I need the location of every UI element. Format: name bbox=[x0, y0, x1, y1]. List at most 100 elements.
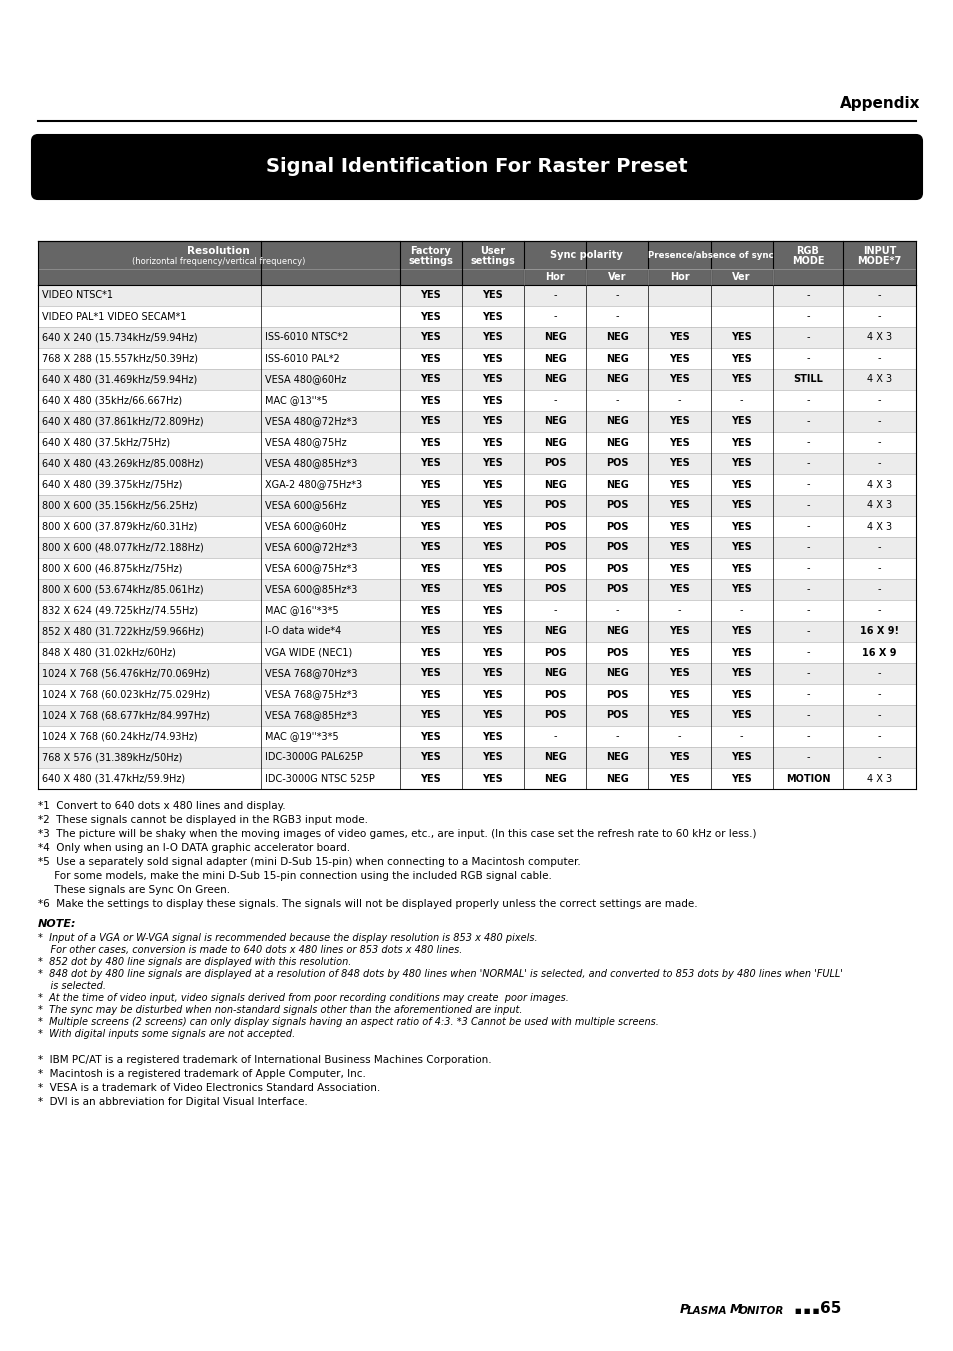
Text: NEG: NEG bbox=[605, 627, 628, 636]
Text: POS: POS bbox=[605, 647, 628, 658]
Text: -: - bbox=[677, 731, 680, 742]
Text: -: - bbox=[677, 396, 680, 405]
Text: -: - bbox=[805, 605, 809, 616]
Text: YES: YES bbox=[482, 605, 502, 616]
Text: I-O data wide*4: I-O data wide*4 bbox=[265, 627, 341, 636]
Text: POS: POS bbox=[543, 689, 566, 700]
Text: YES: YES bbox=[731, 647, 751, 658]
Text: YES: YES bbox=[420, 521, 440, 531]
Text: YES: YES bbox=[482, 396, 502, 405]
Text: -: - bbox=[805, 458, 809, 469]
Text: YES: YES bbox=[420, 500, 440, 511]
Text: POS: POS bbox=[605, 689, 628, 700]
Bar bbox=[38, 494, 915, 516]
Text: POS: POS bbox=[543, 563, 566, 574]
Text: IDC-3000G PAL625P: IDC-3000G PAL625P bbox=[265, 753, 363, 762]
Text: -: - bbox=[805, 543, 809, 553]
Text: YES: YES bbox=[420, 711, 440, 720]
Text: YES: YES bbox=[668, 521, 689, 531]
Text: XGA-2 480@75Hz*3: XGA-2 480@75Hz*3 bbox=[265, 480, 362, 489]
Text: Resolution: Resolution bbox=[187, 246, 250, 255]
Text: -: - bbox=[805, 396, 809, 405]
Text: (horizontal frequency/vertical frequency): (horizontal frequency/vertical frequency… bbox=[132, 257, 305, 266]
Text: YES: YES bbox=[668, 332, 689, 343]
Text: -: - bbox=[877, 458, 881, 469]
Bar bbox=[38, 369, 915, 390]
Text: *  IBM PC/AT is a registered trademark of International Business Machines Corpor: * IBM PC/AT is a registered trademark of… bbox=[38, 1055, 491, 1065]
Text: POS: POS bbox=[543, 711, 566, 720]
Text: NEG: NEG bbox=[543, 332, 566, 343]
Text: YES: YES bbox=[482, 585, 502, 594]
Text: NEG: NEG bbox=[605, 753, 628, 762]
Text: YES: YES bbox=[668, 774, 689, 784]
Text: 640 X 480 (37.861kHz/72.809Hz): 640 X 480 (37.861kHz/72.809Hz) bbox=[42, 416, 203, 427]
Text: 800 X 600 (46.875kHz/75Hz): 800 X 600 (46.875kHz/75Hz) bbox=[42, 563, 182, 574]
Text: YES: YES bbox=[731, 374, 751, 385]
Text: 16 X 9!: 16 X 9! bbox=[860, 627, 898, 636]
Text: YES: YES bbox=[668, 543, 689, 553]
Text: YES: YES bbox=[420, 669, 440, 678]
Text: 4 X 3: 4 X 3 bbox=[866, 500, 891, 511]
Text: NEG: NEG bbox=[605, 669, 628, 678]
Text: YES: YES bbox=[668, 458, 689, 469]
Text: YES: YES bbox=[731, 669, 751, 678]
Text: NOTE:: NOTE: bbox=[38, 919, 76, 929]
Text: These signals are Sync On Green.: These signals are Sync On Green. bbox=[38, 885, 230, 894]
Text: -: - bbox=[553, 731, 557, 742]
Text: YES: YES bbox=[420, 647, 440, 658]
Text: YES: YES bbox=[420, 543, 440, 553]
Text: -: - bbox=[740, 731, 742, 742]
Text: YES: YES bbox=[668, 500, 689, 511]
Text: YES: YES bbox=[668, 354, 689, 363]
Text: YES: YES bbox=[668, 416, 689, 427]
Text: VESA 600@75Hz*3: VESA 600@75Hz*3 bbox=[265, 563, 357, 574]
Text: 4 X 3: 4 X 3 bbox=[866, 480, 891, 489]
Text: *  VESA is a trademark of Video Electronics Standard Association.: * VESA is a trademark of Video Electroni… bbox=[38, 1084, 380, 1093]
Text: YES: YES bbox=[668, 563, 689, 574]
Text: YES: YES bbox=[420, 312, 440, 322]
Text: *2  These signals cannot be displayed in the RGB3 input mode.: *2 These signals cannot be displayed in … bbox=[38, 815, 368, 825]
Bar bbox=[38, 747, 915, 767]
Text: YES: YES bbox=[731, 774, 751, 784]
Text: POS: POS bbox=[605, 543, 628, 553]
Text: User: User bbox=[479, 246, 505, 255]
Text: YES: YES bbox=[482, 416, 502, 427]
Text: YES: YES bbox=[482, 290, 502, 300]
Text: P: P bbox=[679, 1302, 688, 1316]
Text: ISS-6010 PAL*2: ISS-6010 PAL*2 bbox=[265, 354, 339, 363]
Text: -: - bbox=[805, 689, 809, 700]
Text: POS: POS bbox=[605, 521, 628, 531]
Text: YES: YES bbox=[482, 458, 502, 469]
Text: Signal Identification For Raster Preset: Signal Identification For Raster Preset bbox=[266, 158, 687, 177]
Text: VGA WIDE (NEC1): VGA WIDE (NEC1) bbox=[265, 647, 352, 658]
Text: YES: YES bbox=[482, 647, 502, 658]
Text: 1024 X 768 (56.476kHz/70.069Hz): 1024 X 768 (56.476kHz/70.069Hz) bbox=[42, 669, 210, 678]
Text: ISS-6010 NTSC*2: ISS-6010 NTSC*2 bbox=[265, 332, 348, 343]
Bar bbox=[38, 663, 915, 684]
Text: -: - bbox=[615, 731, 618, 742]
Text: YES: YES bbox=[482, 753, 502, 762]
Text: NEG: NEG bbox=[605, 332, 628, 343]
Text: 4 X 3: 4 X 3 bbox=[866, 332, 891, 343]
Text: NEG: NEG bbox=[605, 354, 628, 363]
Text: YES: YES bbox=[482, 374, 502, 385]
Text: YES: YES bbox=[668, 627, 689, 636]
Text: Hor: Hor bbox=[669, 272, 689, 282]
Text: -: - bbox=[877, 585, 881, 594]
Text: YES: YES bbox=[482, 332, 502, 343]
Text: *  At the time of video input, video signals derived from poor recording conditi: * At the time of video input, video sign… bbox=[38, 993, 568, 1002]
Text: VESA 480@60Hz: VESA 480@60Hz bbox=[265, 374, 346, 385]
Text: *  Macintosh is a registered trademark of Apple Computer, Inc.: * Macintosh is a registered trademark of… bbox=[38, 1069, 366, 1079]
Text: YES: YES bbox=[420, 563, 440, 574]
Text: VESA 480@75Hz: VESA 480@75Hz bbox=[265, 438, 346, 447]
Text: YES: YES bbox=[668, 374, 689, 385]
Text: -: - bbox=[805, 585, 809, 594]
Text: VESA 768@70Hz*3: VESA 768@70Hz*3 bbox=[265, 669, 357, 678]
Text: -: - bbox=[805, 521, 809, 531]
Text: *1  Convert to 640 dots x 480 lines and display.: *1 Convert to 640 dots x 480 lines and d… bbox=[38, 801, 285, 811]
Text: NEG: NEG bbox=[605, 374, 628, 385]
Text: RGB: RGB bbox=[796, 246, 819, 255]
Text: YES: YES bbox=[668, 711, 689, 720]
Text: MOTION: MOTION bbox=[785, 774, 829, 784]
Bar bbox=[38, 411, 915, 432]
